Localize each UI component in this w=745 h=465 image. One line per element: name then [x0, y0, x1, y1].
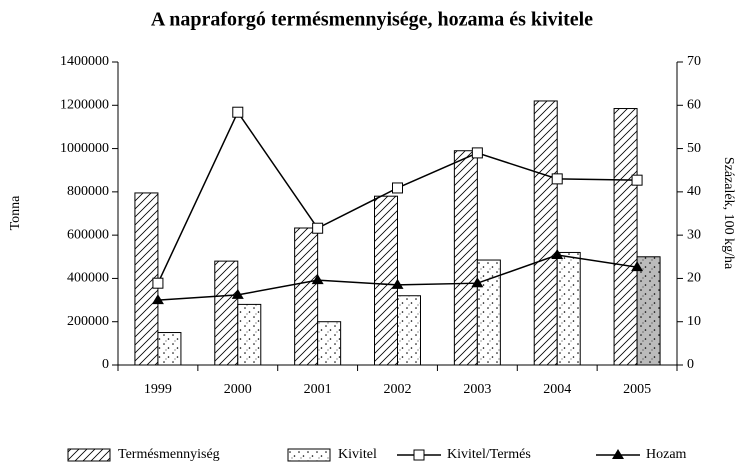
y-tick-label: 0: [102, 357, 109, 372]
line-marker: [471, 277, 484, 288]
bar-pattern: [454, 150, 478, 365]
x-tick-label: 1999: [144, 382, 172, 397]
y-tick-label: 800000: [67, 184, 109, 199]
y2-tick-label: 0: [687, 357, 694, 372]
bar-pattern: [237, 304, 261, 365]
line-marker: [311, 274, 324, 285]
y-tick-label: 1200000: [60, 98, 109, 113]
bar-pattern: [397, 295, 421, 365]
legend-marker: [413, 449, 425, 461]
line-marker: [312, 222, 324, 234]
y2-tick-label: 20: [687, 271, 701, 286]
y2-tick-label: 70: [687, 54, 701, 69]
y2-tick-label: 10: [687, 314, 701, 329]
y-tick-label: 200000: [67, 314, 109, 329]
bar-pattern: [637, 256, 661, 365]
y-tick-label: 400000: [67, 271, 109, 286]
x-tick-label: 2000: [224, 382, 252, 397]
bar-pattern: [374, 196, 398, 365]
bar-pattern: [317, 321, 341, 365]
bar-pattern: [157, 332, 181, 365]
legend-label: Kivitel/Termés: [447, 447, 531, 462]
legend-label: Termésmennyiség: [118, 447, 220, 462]
y2-tick-label: 40: [687, 184, 701, 199]
y2-axis-label: Százalék, 100 kg/ha: [721, 157, 736, 270]
line-marker: [551, 173, 563, 185]
y-tick-label: 1400000: [60, 54, 109, 69]
y-tick-label: 1000000: [60, 141, 109, 156]
line-marker: [551, 249, 564, 260]
y2-tick-label: 30: [687, 227, 701, 242]
x-tick-label: 2001: [304, 382, 332, 397]
y2-tick-label: 60: [687, 98, 701, 113]
y2-tick-label: 50: [687, 141, 701, 156]
line-marker: [152, 277, 164, 289]
bar-pattern: [134, 192, 158, 365]
line-marker: [471, 147, 483, 159]
bar-pattern: [477, 260, 501, 365]
legend-marker: [612, 449, 624, 459]
x-tick-label: 2004: [543, 382, 571, 397]
x-tick-label: 2002: [384, 382, 412, 397]
bar-pattern: [614, 108, 638, 366]
line-marker: [151, 294, 164, 305]
y-tick-label: 600000: [67, 227, 109, 242]
legend-swatch-pattern: [68, 449, 110, 461]
line-marker: [631, 174, 643, 186]
bar-pattern: [557, 252, 581, 365]
x-tick-label: 2003: [463, 382, 491, 397]
legend-swatch-pattern: [288, 449, 330, 461]
bar-pattern: [534, 100, 558, 365]
bar-pattern: [294, 228, 318, 365]
line-marker: [392, 182, 403, 194]
y-axis-label: Tonna: [8, 195, 23, 231]
legend-label: Kivitel: [338, 447, 377, 462]
line-marker: [232, 106, 244, 118]
line-marker: [391, 278, 404, 289]
line-marker: [231, 288, 244, 299]
legend-label: Hozam: [646, 447, 687, 462]
x-tick-label: 2005: [623, 382, 651, 397]
bar-pattern: [214, 261, 238, 365]
line-marker: [631, 261, 644, 272]
chart-title: A napraforgó termésmennyisége, hozama és…: [151, 9, 593, 31]
